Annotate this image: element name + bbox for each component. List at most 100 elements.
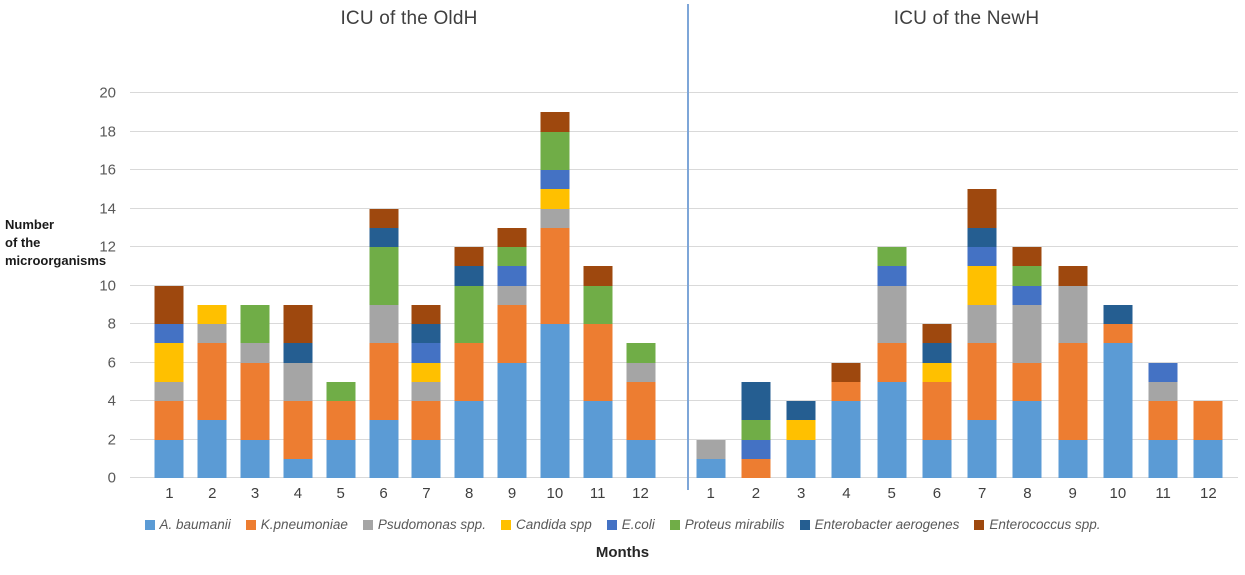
x-tick-label: 6 bbox=[932, 485, 942, 502]
x-tick-label: 1 bbox=[165, 485, 174, 502]
gridline bbox=[130, 361, 1238, 363]
bar-segment bbox=[497, 266, 527, 286]
y-tick-label: 16 bbox=[99, 161, 116, 179]
legend-item: Enterococcus spp. bbox=[974, 517, 1100, 532]
bar-segment bbox=[831, 381, 861, 401]
bar-segment bbox=[369, 247, 399, 305]
bar-segment bbox=[497, 227, 527, 247]
bar-slot: 6 bbox=[914, 93, 959, 502]
stacked-bar bbox=[831, 362, 861, 478]
bar-segment bbox=[369, 304, 399, 344]
x-tick-label: 4 bbox=[842, 485, 851, 502]
y-tick-label: 10 bbox=[99, 277, 116, 294]
bar-slot: 7 bbox=[960, 93, 1005, 502]
bar-segment bbox=[197, 343, 227, 421]
bar-segment bbox=[411, 381, 441, 401]
panel-newh: 1 2 3 4 5 6 7 8 9 10 11 12 bbox=[688, 93, 1238, 502]
stacked-bar bbox=[240, 304, 270, 478]
panel-oldh: 1 2 3 4 5 6 7 8 9 10 11 12 bbox=[130, 93, 688, 502]
bar-segment bbox=[283, 458, 313, 478]
bar-segment bbox=[411, 362, 441, 382]
bar-segment bbox=[283, 343, 313, 363]
y-tick-label: 8 bbox=[107, 315, 116, 333]
bar-slot: 1 bbox=[688, 93, 733, 502]
bar-slot: 4 bbox=[276, 93, 319, 502]
bar-segment bbox=[967, 266, 997, 305]
bar-segment bbox=[922, 324, 952, 344]
bar-segment bbox=[154, 439, 184, 478]
gridline bbox=[130, 130, 1238, 132]
x-tick-label: 2 bbox=[208, 485, 217, 502]
bar-segment bbox=[369, 420, 399, 478]
bar-segment bbox=[877, 381, 907, 478]
stacked-bar bbox=[786, 401, 816, 478]
bar-segment bbox=[326, 439, 356, 478]
legend: A. baumanii K.pneumoniae Psudomonas spp. Ca… bbox=[0, 517, 1245, 532]
bar-segment bbox=[1103, 324, 1133, 344]
bar-segment bbox=[540, 324, 570, 478]
gridline bbox=[130, 92, 1238, 93]
stacked-bar bbox=[1058, 266, 1088, 478]
stacked-bar bbox=[877, 247, 907, 478]
x-tick-label: 10 bbox=[1109, 485, 1127, 502]
legend-label: Enterococcus spp. bbox=[989, 517, 1101, 532]
bar-slot: 2 bbox=[191, 93, 234, 502]
y-axis-title-line: Number bbox=[5, 217, 55, 232]
legend-swatch-icon bbox=[799, 519, 810, 530]
bar-segment bbox=[411, 324, 441, 344]
bar-segment bbox=[741, 381, 771, 421]
x-tick-label: 9 bbox=[507, 485, 517, 502]
bar-segment bbox=[877, 247, 907, 267]
bar-segment bbox=[967, 189, 997, 228]
stacked-bar bbox=[1148, 362, 1178, 478]
bar-segment bbox=[831, 401, 861, 478]
bar-segment bbox=[1058, 285, 1088, 344]
panel-title-oldh: ICU of the OldH bbox=[340, 8, 478, 29]
legend-label: Enterobacter aerogenes bbox=[814, 517, 960, 532]
gridline bbox=[130, 323, 1238, 324]
bar-segment bbox=[454, 285, 484, 344]
bar-slot: 5 bbox=[319, 93, 362, 502]
stacked-bar bbox=[583, 266, 613, 478]
plot-area: 1 2 3 4 5 6 7 8 9 10 11 12 1 2 3 4 5 6 7 8 9 10 11 12 bbox=[130, 4, 1238, 502]
bar-segment bbox=[741, 439, 771, 459]
stacked-bar bbox=[922, 324, 952, 478]
x-tick-label: 5 bbox=[887, 485, 896, 502]
bar-segment bbox=[1058, 343, 1088, 440]
bar-segment bbox=[877, 285, 907, 344]
bar-segment bbox=[1012, 266, 1042, 286]
legend-swatch-icon bbox=[974, 519, 985, 530]
bar-slot: 11 bbox=[1141, 93, 1186, 502]
bar-segment bbox=[497, 362, 527, 478]
x-tick-label: 2 bbox=[751, 485, 761, 502]
bar-segment bbox=[1103, 343, 1133, 478]
bar-segment bbox=[154, 343, 184, 382]
x-tick-label: 3 bbox=[796, 485, 806, 502]
stacked-bar bbox=[626, 343, 656, 478]
stacked-bar bbox=[411, 304, 441, 478]
stacked-bar bbox=[741, 381, 771, 478]
bar-segment bbox=[540, 208, 570, 228]
bar-segment bbox=[369, 208, 399, 228]
bar-segment bbox=[369, 227, 399, 247]
bar-segment bbox=[922, 362, 952, 382]
bar-segment bbox=[197, 420, 227, 478]
bar-segment bbox=[1012, 247, 1042, 267]
bar-segment bbox=[454, 247, 484, 267]
bar-segment bbox=[626, 362, 656, 382]
legend-item: E.coli bbox=[606, 517, 655, 532]
legend-swatch-icon bbox=[669, 519, 680, 530]
y-tick-label: 14 bbox=[99, 200, 116, 217]
bar-segment bbox=[540, 112, 570, 132]
legend-swatch-icon bbox=[245, 519, 256, 530]
bar-slot: 9 bbox=[491, 93, 534, 502]
legend-item: Psudomonas spp. bbox=[362, 517, 486, 532]
y-axis-title-line: of the bbox=[5, 235, 41, 250]
bar-segment bbox=[326, 401, 356, 440]
bar-segment bbox=[283, 362, 313, 401]
legend-item: Enterobacter aerogenes bbox=[799, 517, 960, 532]
bar-segment bbox=[240, 362, 270, 440]
bar-segment bbox=[240, 304, 270, 344]
bar-slot: 1 bbox=[148, 93, 191, 502]
